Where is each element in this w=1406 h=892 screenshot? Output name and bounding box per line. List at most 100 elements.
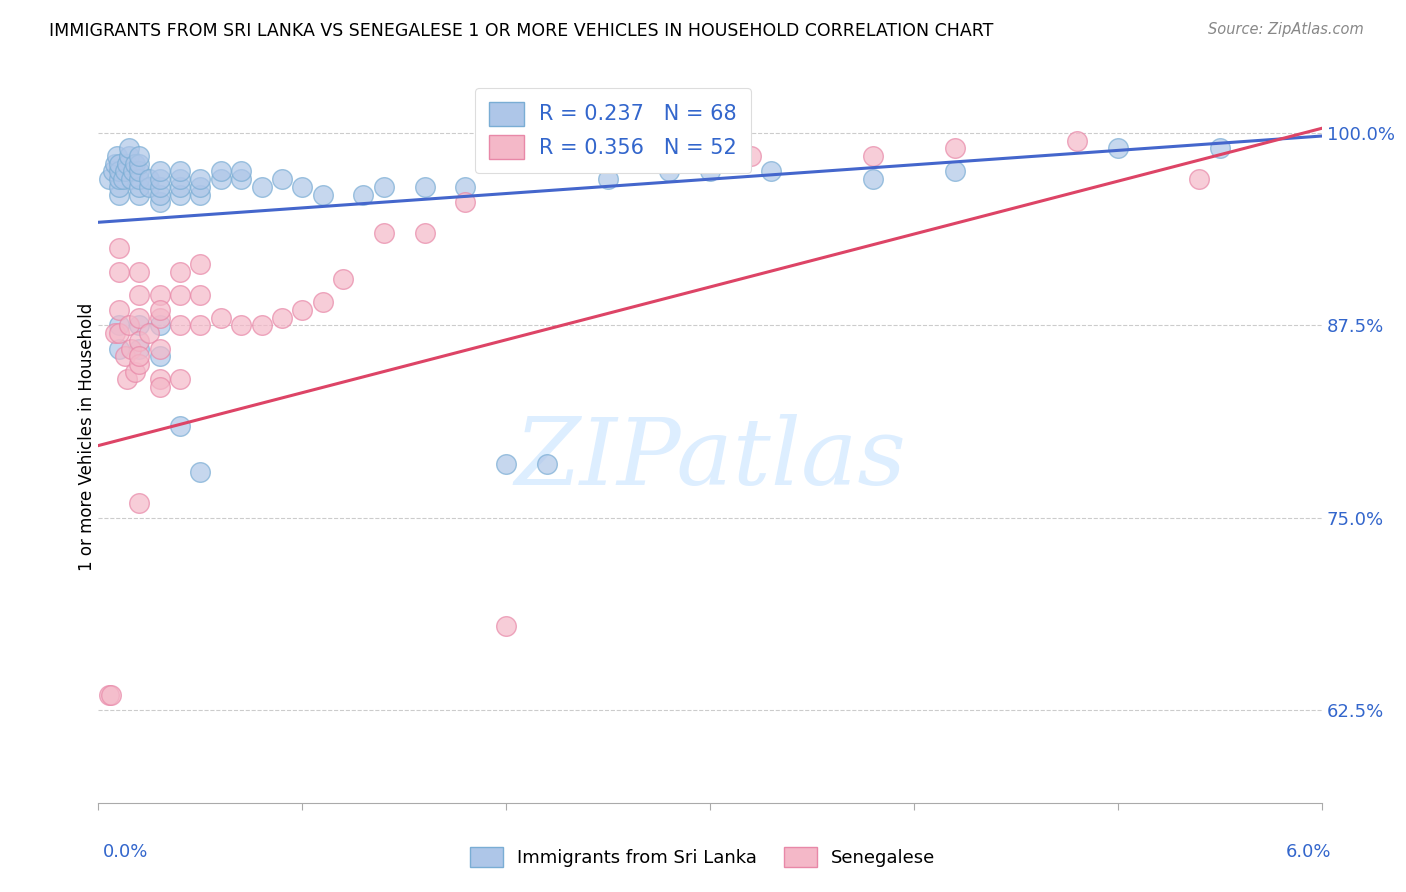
Point: [1208, 141, 1232, 155]
Point: [108, 326, 131, 340]
Point: [114, 164, 136, 178]
Point: [413, 179, 436, 194]
Point: [188, 318, 212, 333]
Point: [658, 149, 681, 163]
Point: [128, 318, 150, 333]
Point: [231, 318, 253, 333]
Point: [169, 179, 191, 194]
Point: [108, 172, 131, 186]
Point: [495, 457, 517, 471]
Point: [149, 195, 172, 210]
Point: [209, 172, 232, 186]
Point: [169, 318, 191, 333]
Point: [862, 149, 884, 163]
Point: [128, 157, 150, 171]
Point: [598, 149, 620, 163]
Point: [97, 688, 120, 702]
Point: [149, 372, 172, 386]
Point: [128, 342, 150, 356]
Point: [270, 172, 292, 186]
Point: [128, 357, 150, 371]
Point: [536, 149, 558, 163]
Point: [188, 172, 212, 186]
Point: [352, 187, 374, 202]
Point: [138, 179, 160, 194]
Point: [761, 164, 783, 178]
Point: [373, 226, 395, 240]
Point: [118, 318, 141, 333]
Point: [413, 226, 436, 240]
Point: [108, 318, 131, 333]
Point: [231, 172, 253, 186]
Point: [311, 187, 335, 202]
Point: [943, 164, 966, 178]
Point: [149, 287, 172, 301]
Point: [149, 342, 172, 356]
Point: [149, 303, 172, 318]
Point: [104, 157, 127, 171]
Point: [188, 465, 212, 479]
Point: [1188, 172, 1211, 186]
Point: [250, 179, 273, 194]
Point: [128, 164, 150, 178]
Point: [943, 141, 966, 155]
Point: [454, 179, 477, 194]
Point: [169, 187, 191, 202]
Point: [188, 179, 212, 194]
Point: [291, 179, 314, 194]
Point: [124, 157, 146, 171]
Point: [149, 318, 172, 333]
Point: [149, 310, 172, 325]
Point: [699, 164, 721, 178]
Point: [149, 164, 172, 178]
Point: [250, 318, 273, 333]
Point: [128, 264, 150, 278]
Y-axis label: 1 or more Vehicles in Household: 1 or more Vehicles in Household: [79, 303, 96, 571]
Point: [1066, 134, 1088, 148]
Point: [128, 287, 150, 301]
Point: [108, 342, 131, 356]
Point: [120, 172, 142, 186]
Point: [128, 349, 150, 363]
Point: [188, 287, 212, 301]
Point: [149, 172, 172, 186]
Point: [114, 349, 136, 363]
Point: [111, 172, 134, 186]
Point: [598, 172, 620, 186]
Point: [169, 372, 191, 386]
Point: [120, 342, 142, 356]
Point: [169, 287, 191, 301]
Text: Source: ZipAtlas.com: Source: ZipAtlas.com: [1208, 22, 1364, 37]
Point: [169, 172, 191, 186]
Point: [270, 310, 292, 325]
Point: [124, 365, 146, 379]
Point: [231, 164, 253, 178]
Point: [108, 187, 131, 202]
Point: [105, 149, 128, 163]
Point: [108, 157, 131, 171]
Point: [149, 380, 172, 394]
Point: [291, 303, 314, 318]
Legend: R = 0.237   N = 68, R = 0.356   N = 52: R = 0.237 N = 68, R = 0.356 N = 52: [475, 88, 751, 173]
Point: [495, 618, 517, 632]
Point: [209, 164, 232, 178]
Point: [122, 164, 145, 178]
Point: [101, 164, 124, 178]
Point: [373, 179, 395, 194]
Point: [128, 179, 150, 194]
Point: [108, 164, 131, 178]
Point: [128, 334, 150, 348]
Point: [128, 495, 150, 509]
Point: [128, 310, 150, 325]
Point: [138, 172, 160, 186]
Point: [128, 187, 150, 202]
Point: [108, 242, 131, 256]
Point: [115, 372, 138, 386]
Point: [536, 457, 558, 471]
Point: [740, 149, 762, 163]
Point: [138, 326, 160, 340]
Text: 6.0%: 6.0%: [1286, 843, 1331, 861]
Point: [97, 172, 120, 186]
Point: [149, 187, 172, 202]
Text: 0.0%: 0.0%: [103, 843, 148, 861]
